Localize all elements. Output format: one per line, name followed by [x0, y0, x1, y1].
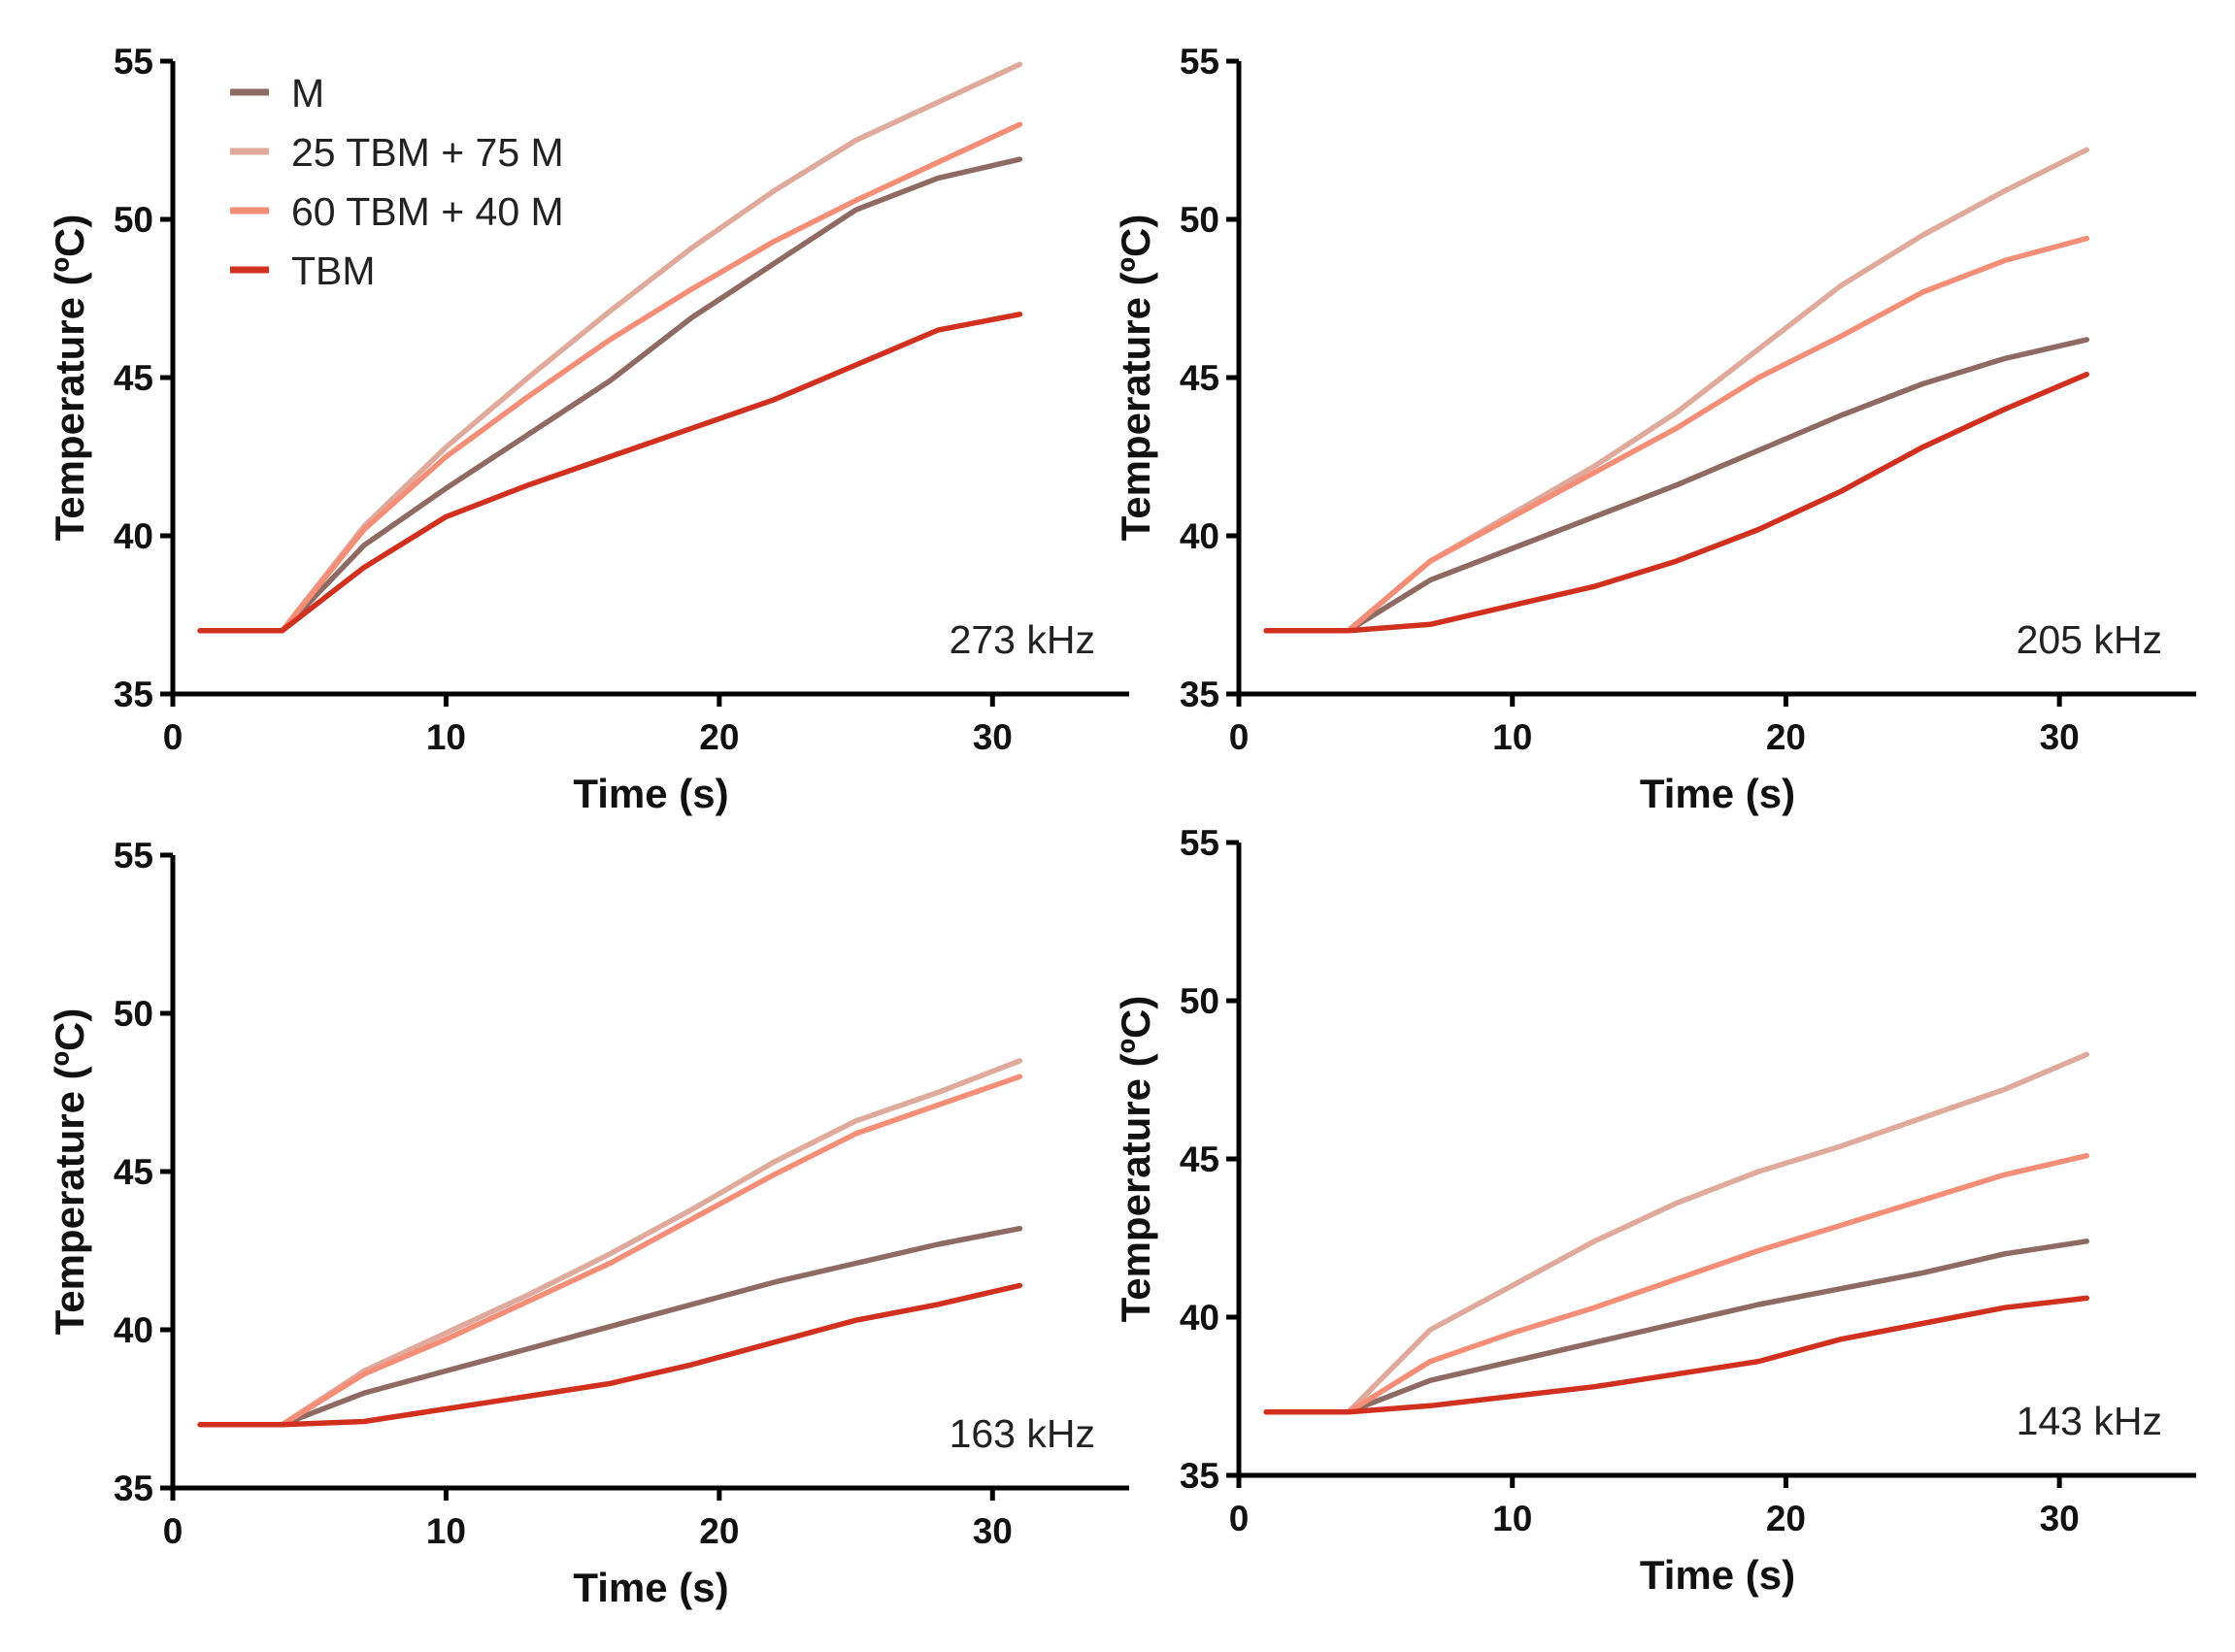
series-line-25-tbm-75-m [197, 1058, 1023, 1428]
legend-label: 60 TBM + 40 M [291, 189, 564, 234]
series-line-60-tbm-40-m [1263, 1152, 2090, 1415]
y-tick-label: 35 [1180, 675, 1219, 714]
y-tick-label: 50 [1180, 200, 1219, 240]
y-tick-label: 35 [1180, 1456, 1219, 1496]
y-tick-label: 45 [114, 1152, 153, 1192]
y-axis-title: Temperature (ºC) [1113, 996, 1158, 1323]
y-tick-label: 55 [114, 836, 153, 876]
legend: M 25 TBM + 75 M 60 TBM + 40 M TBM [230, 71, 564, 293]
x-tick-label: 20 [1766, 717, 1806, 757]
y-axis-title: Temperature (ºC) [47, 1008, 92, 1336]
y-tick-label: 40 [114, 1310, 153, 1350]
x-tick-label: 10 [426, 717, 466, 757]
y-tick-label: 50 [114, 994, 153, 1034]
y-tick-label: 45 [1180, 358, 1219, 398]
x-tick-label: 20 [699, 1511, 739, 1551]
x-tick-label: 0 [163, 1511, 183, 1551]
series-line-m [1263, 1239, 2090, 1415]
frequency-annotation: 143 kHz [2017, 1399, 2162, 1443]
frequency-annotation: 163 kHz [950, 1411, 1095, 1456]
series-line-m [1263, 337, 2090, 634]
series-line-m [197, 1225, 1023, 1428]
y-tick-label: 40 [1180, 1298, 1219, 1338]
chart-panel-1: 35 40 45 50 55 0 10 20 30 Time (s) Temperature (ºC… [47, 42, 1129, 816]
y-tick-label: 50 [114, 200, 153, 240]
x-axis-title: Time (s) [573, 771, 728, 816]
x-tick-label: 30 [973, 1511, 1013, 1551]
series-line-60-tbm-40-m [1263, 235, 2090, 634]
y-tick-label: 40 [1180, 516, 1219, 556]
chart-panel-3: 35 40 45 50 55 0 10 20 30 Time (s) Temperature (ºC… [47, 836, 1129, 1610]
y-tick-label: 35 [114, 1469, 153, 1508]
y-tick-label: 55 [1180, 823, 1219, 863]
y-tick-label: 55 [1180, 42, 1219, 82]
x-tick-label: 10 [1492, 717, 1532, 757]
chart-panel-4: 35 40 45 50 55 0 10 20 30 Time (s) Temperature (ºC… [1113, 823, 2196, 1598]
x-axis-title: Time (s) [1640, 1552, 1795, 1598]
x-axis-title: Time (s) [1640, 771, 1795, 816]
series-line-60-tbm-40-m [197, 121, 1023, 634]
x-tick-label: 0 [1229, 1499, 1250, 1538]
x-tick-label: 20 [699, 717, 739, 757]
x-tick-label: 20 [1766, 1499, 1806, 1538]
series-line-tbm [1263, 371, 2090, 634]
frequency-annotation: 273 kHz [950, 617, 1095, 662]
series-line-m [197, 156, 1023, 634]
legend-label: M [291, 71, 324, 116]
y-tick-label: 40 [114, 516, 153, 556]
legend-label: 25 TBM + 75 M [291, 130, 564, 175]
y-tick-label: 35 [114, 675, 153, 714]
x-tick-label: 0 [1229, 717, 1250, 757]
legend-label: TBM [291, 248, 376, 293]
y-axis-title: Temperature (ºC) [47, 215, 92, 542]
y-tick-label: 50 [1180, 981, 1219, 1021]
series-line-tbm [1263, 1295, 2090, 1415]
x-tick-label: 10 [1492, 1499, 1532, 1538]
x-axis-title: Time (s) [573, 1565, 728, 1610]
series-line-25-tbm-75-m [1263, 1051, 2090, 1415]
series-line-tbm [197, 1282, 1023, 1428]
chart-panel-2: 35 40 45 50 55 0 10 20 30 Time (s) Temperature (ºC… [1113, 42, 2196, 816]
y-axis-title: Temperature (ºC) [1113, 215, 1158, 542]
y-tick-label: 55 [114, 42, 153, 82]
x-tick-label: 30 [973, 717, 1013, 757]
y-tick-label: 45 [114, 358, 153, 398]
x-tick-label: 10 [426, 1511, 466, 1551]
series-line-60-tbm-40-m [197, 1074, 1023, 1428]
y-tick-label: 45 [1180, 1140, 1219, 1179]
x-tick-label: 0 [163, 717, 183, 757]
frequency-annotation: 205 kHz [2017, 617, 2162, 662]
x-tick-label: 30 [2040, 1499, 2080, 1538]
x-tick-label: 30 [2040, 717, 2080, 757]
series-line-tbm [197, 312, 1023, 634]
